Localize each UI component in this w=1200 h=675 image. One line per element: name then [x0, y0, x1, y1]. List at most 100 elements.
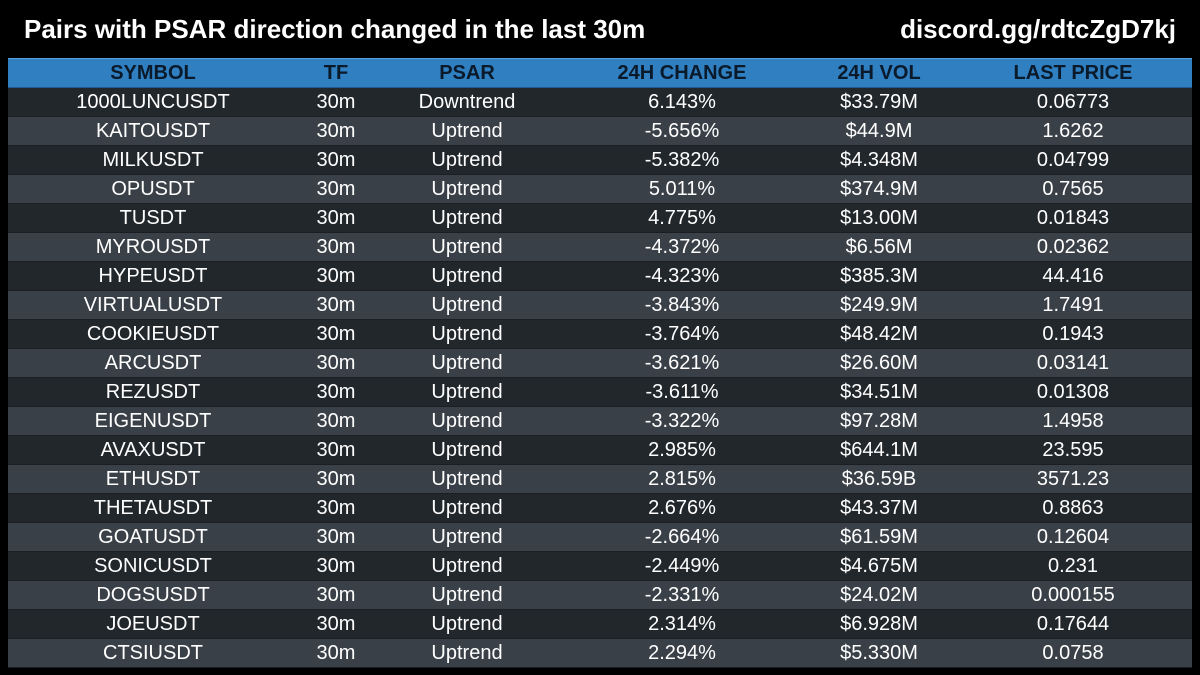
change-cell: 4.775%: [560, 203, 804, 233]
symbol-cell: JOEUSDT: [8, 609, 298, 639]
price-cell: 0.231: [954, 551, 1192, 581]
symbol-cell: REZUSDT: [8, 377, 298, 407]
table-row: COOKIEUSDT 30m Uptrend -3.764% $48.42M 0.1943: [8, 319, 1192, 349]
change-cell: -5.656%: [560, 116, 804, 146]
symbol-cell: OPUSDT: [8, 174, 298, 204]
psar-cell: Uptrend: [374, 377, 560, 407]
volume-cell: $26.60M: [804, 348, 954, 378]
pairs-table: SYMBOL TF PSAR 24H CHANGE 24H VOL LAST P…: [8, 58, 1192, 668]
symbol-cell: TUSDT: [8, 203, 298, 233]
change-cell: -2.331%: [560, 580, 804, 610]
volume-cell: $374.9M: [804, 174, 954, 204]
pairs-table-container: SYMBOL TF PSAR 24H CHANGE 24H VOL LAST P…: [8, 58, 1192, 668]
tf-cell: 30m: [298, 116, 374, 146]
column-header-symbol[interactable]: SYMBOL: [8, 58, 298, 88]
table-header-row: SYMBOL TF PSAR 24H CHANGE 24H VOL LAST P…: [8, 58, 1192, 88]
tf-cell: 30m: [298, 348, 374, 378]
volume-cell: $61.59M: [804, 522, 954, 552]
table-row: HYPEUSDT 30m Uptrend -4.323% $385.3M 44.416: [8, 261, 1192, 291]
table-row: GOATUSDT 30m Uptrend -2.664% $61.59M 0.12604: [8, 522, 1192, 552]
tf-cell: 30m: [298, 493, 374, 523]
symbol-cell: KAITOUSDT: [8, 116, 298, 146]
table-row: 1000LUNCUSDT 30m Downtrend 6.143% $33.79M 0.0…: [8, 87, 1192, 117]
symbol-cell: SONICUSDT: [8, 551, 298, 581]
psar-cell: Uptrend: [374, 435, 560, 465]
price-cell: 0.12604: [954, 522, 1192, 552]
table-row: EIGENUSDT 30m Uptrend -3.322% $97.28M 1.4958: [8, 406, 1192, 436]
psar-cell: Uptrend: [374, 464, 560, 494]
change-cell: -4.372%: [560, 232, 804, 262]
price-cell: 0.01308: [954, 377, 1192, 407]
table-row: KAITOUSDT 30m Uptrend -5.656% $44.9M 1.6262: [8, 116, 1192, 146]
table-row: THETAUSDT 30m Uptrend 2.676% $43.37M 0.8863: [8, 493, 1192, 523]
price-cell: 0.000155: [954, 580, 1192, 610]
tf-cell: 30m: [298, 87, 374, 117]
table-row: CTSIUSDT 30m Uptrend 2.294% $5.330M 0.0758: [8, 638, 1192, 668]
price-cell: 1.6262: [954, 116, 1192, 146]
tf-cell: 30m: [298, 290, 374, 320]
volume-cell: $644.1M: [804, 435, 954, 465]
price-cell: 0.02362: [954, 232, 1192, 262]
table-row: MILKUSDT 30m Uptrend -5.382% $4.348M 0.04799: [8, 145, 1192, 175]
price-cell: 1.4958: [954, 406, 1192, 436]
symbol-cell: ARCUSDT: [8, 348, 298, 378]
change-cell: -3.611%: [560, 377, 804, 407]
column-header-last-price[interactable]: LAST PRICE: [954, 58, 1192, 88]
change-cell: -3.843%: [560, 290, 804, 320]
psar-cell: Uptrend: [374, 522, 560, 552]
price-cell: 23.595: [954, 435, 1192, 465]
table-row: TUSDT 30m Uptrend 4.775% $13.00M 0.01843: [8, 203, 1192, 233]
change-cell: 2.676%: [560, 493, 804, 523]
psar-cell: Uptrend: [374, 348, 560, 378]
tf-cell: 30m: [298, 261, 374, 291]
change-cell: -3.621%: [560, 348, 804, 378]
change-cell: 2.314%: [560, 609, 804, 639]
price-cell: 0.03141: [954, 348, 1192, 378]
volume-cell: $6.56M: [804, 232, 954, 262]
table-row: REZUSDT 30m Uptrend -3.611% $34.51M 0.01308: [8, 377, 1192, 407]
symbol-cell: COOKIEUSDT: [8, 319, 298, 349]
psar-cell: Uptrend: [374, 290, 560, 320]
symbol-cell: MYROUSDT: [8, 232, 298, 262]
column-header-24h-vol[interactable]: 24H VOL: [804, 58, 954, 88]
change-cell: -2.449%: [560, 551, 804, 581]
tf-cell: 30m: [298, 580, 374, 610]
change-cell: -3.764%: [560, 319, 804, 349]
change-cell: -2.664%: [560, 522, 804, 552]
symbol-cell: MILKUSDT: [8, 145, 298, 175]
column-header-tf[interactable]: TF: [298, 58, 374, 88]
table-row: OPUSDT 30m Uptrend 5.011% $374.9M 0.7565: [8, 174, 1192, 204]
volume-cell: $34.51M: [804, 377, 954, 407]
volume-cell: $33.79M: [804, 87, 954, 117]
price-cell: 3571.23: [954, 464, 1192, 494]
tf-cell: 30m: [298, 203, 374, 233]
psar-cell: Uptrend: [374, 232, 560, 262]
change-cell: 6.143%: [560, 87, 804, 117]
change-cell: 2.815%: [560, 464, 804, 494]
volume-cell: $36.59B: [804, 464, 954, 494]
table-row: MYROUSDT 30m Uptrend -4.372% $6.56M 0.02362: [8, 232, 1192, 262]
volume-cell: $13.00M: [804, 203, 954, 233]
volume-cell: $43.37M: [804, 493, 954, 523]
psar-cell: Uptrend: [374, 261, 560, 291]
psar-cell: Downtrend: [374, 87, 560, 117]
price-cell: 0.7565: [954, 174, 1192, 204]
discord-link[interactable]: discord.gg/rdtcZgD7kj: [900, 14, 1176, 44]
psar-cell: Uptrend: [374, 580, 560, 610]
psar-cell: Uptrend: [374, 406, 560, 436]
header: Pairs with PSAR direction changed in the…: [0, 0, 1200, 58]
price-cell: 0.8863: [954, 493, 1192, 523]
symbol-cell: GOATUSDT: [8, 522, 298, 552]
volume-cell: $44.9M: [804, 116, 954, 146]
table-row: ETHUSDT 30m Uptrend 2.815% $36.59B 3571.23: [8, 464, 1192, 494]
symbol-cell: HYPEUSDT: [8, 261, 298, 291]
column-header-psar[interactable]: PSAR: [374, 58, 560, 88]
psar-cell: Uptrend: [374, 174, 560, 204]
column-header-24h-change[interactable]: 24H CHANGE: [560, 58, 804, 88]
change-cell: 2.985%: [560, 435, 804, 465]
page-title: Pairs with PSAR direction changed in the…: [24, 14, 646, 44]
psar-cell: Uptrend: [374, 203, 560, 233]
volume-cell: $385.3M: [804, 261, 954, 291]
volume-cell: $24.02M: [804, 580, 954, 610]
price-cell: 1.7491: [954, 290, 1192, 320]
